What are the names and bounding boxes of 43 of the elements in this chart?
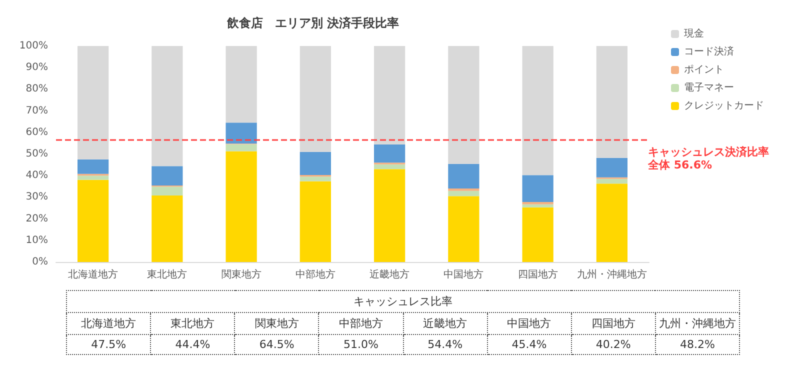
category-label: 四国地方 (591, 317, 636, 330)
text: 54.4% (403, 334, 488, 354)
text: 40.2% (571, 334, 656, 354)
x-tick-label: 中部地方 (295, 268, 336, 280)
category-label: 関東地方 (254, 317, 299, 330)
legend-label: コード決済 (684, 46, 734, 58)
legend-label: 現金 (684, 28, 704, 40)
y-tick-label: 10% (26, 234, 48, 246)
y-tick-label: 70% (26, 105, 48, 116)
y-tick-label: 20% (26, 213, 48, 224)
y-tick-label: 100% (19, 40, 48, 52)
category-label: 中部地方 (338, 317, 383, 330)
x-tick-label: 九州・沖縄地方 (576, 268, 647, 280)
y-tick-label: 40% (26, 170, 48, 182)
category-label: 北海道地方 (81, 317, 136, 330)
x-tick-label: 四国地方 (518, 268, 558, 280)
text: キャッシュレス比率 (66, 290, 740, 312)
x-tick-label: 北海道地方 (68, 268, 118, 280)
x-tick-label: 関東地方 (221, 268, 262, 280)
text: 45.4% (487, 334, 572, 354)
text: 51.0% (318, 334, 403, 354)
x-tick-label: 近畿地方 (370, 268, 410, 280)
y-tick-label: 90% (26, 62, 48, 74)
legend-label: クレジットカード (684, 100, 764, 112)
text: 48.2% (655, 334, 740, 354)
y-tick-label: 0% (32, 256, 48, 268)
legend-label: 電子マネー (684, 82, 734, 94)
x-tick-label: 中国地方 (444, 268, 484, 280)
y-tick-label: 50% (26, 148, 48, 160)
category-label: 近畿地方 (423, 317, 468, 330)
category-label: 東北地方 (170, 317, 215, 330)
legend-label: ポイント (684, 64, 724, 76)
y-tick-label: 80% (26, 84, 48, 95)
text: 64.5% (234, 334, 319, 354)
category-label: 九州・沖縄地方 (658, 317, 736, 330)
x-tick-label: 東北地方 (147, 268, 188, 280)
chart-title: 飲食店 エリア別 決済手段比率 (226, 16, 400, 30)
text: 44.4% (150, 334, 235, 354)
text: 47.5% (66, 334, 151, 354)
category-label: 中国地方 (507, 317, 552, 330)
y-tick-label: 60% (26, 126, 48, 138)
ref-line-label: キャッシュレス決済比率全体 56.6% (647, 146, 769, 172)
y-tick-label: 30% (26, 192, 48, 203)
